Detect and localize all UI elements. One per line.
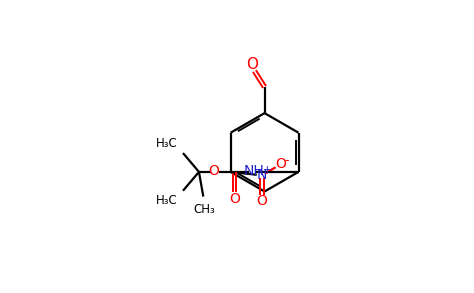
Text: N: N [257,168,267,182]
Text: NH: NH [244,164,264,178]
Text: O: O [246,57,258,72]
Text: H₃C: H₃C [156,194,178,207]
Text: CH₃: CH₃ [193,203,215,216]
Text: +: + [263,165,272,175]
Text: O: O [229,192,240,206]
Text: -: - [285,154,289,167]
Text: H₃C: H₃C [156,137,178,150]
Text: O: O [275,157,286,171]
Text: O: O [209,164,219,178]
Text: O: O [256,195,267,209]
